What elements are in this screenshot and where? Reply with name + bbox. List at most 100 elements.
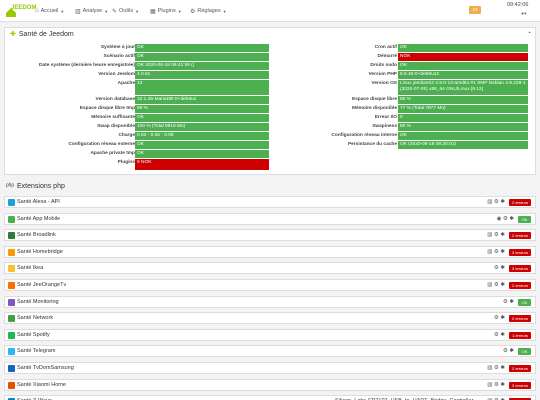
plugin-icon xyxy=(8,331,15,339)
nav-plugins[interactable]: ▦ Plugins ▼ xyxy=(150,6,182,16)
extension-tools-icons[interactable]: ◉ ⚙ ✱ xyxy=(496,215,514,222)
nav-analyse-label: Analyse xyxy=(82,8,103,14)
extension-name: Santé Network xyxy=(17,315,54,322)
health-value: 4.0.61 xyxy=(135,71,269,79)
extension-tools-icons[interactable]: ⚙ ✱ xyxy=(502,348,514,355)
health-label: Version database xyxy=(95,97,135,102)
chevron-down-icon: ▼ xyxy=(222,8,227,14)
plugin-icon xyxy=(8,298,15,306)
plugin-icon xyxy=(8,232,15,240)
extension-status-badge[interactable]: 1 erreurs xyxy=(509,331,531,339)
health-value: OK 2020-08-18 09:41:59 () xyxy=(135,62,269,70)
plugin-icon xyxy=(8,215,15,223)
extension-row: Santé TvDomSamsung ▥ ⚙ ✱ 2 erreurs xyxy=(4,362,536,374)
extension-status-badge[interactable]: 2 erreurs xyxy=(509,365,531,372)
chevron-down-icon: ▼ xyxy=(135,8,140,14)
extension-row: Santé Spotify ⚙ ✱ 1 erreurs xyxy=(4,328,536,341)
health-label: Version Jeedom xyxy=(98,72,135,77)
health-label: Erreur I/O xyxy=(374,115,397,120)
extension-tools-icons[interactable]: ▥ ⚙ ✱ xyxy=(487,398,505,400)
health-label: Configuration réseau externe xyxy=(68,142,135,147)
plugin-icon xyxy=(8,248,15,256)
health-value: OK xyxy=(398,62,528,70)
extension-tools-icons[interactable]: ▥ ⚙ ✱ xyxy=(487,232,505,239)
health-value: OK xyxy=(135,53,269,61)
health-label: Mémoire suffisante xyxy=(91,115,135,120)
nav-outils[interactable]: ✎ Outils ▼ xyxy=(112,6,139,16)
extension-status-badge[interactable]: 3 erreurs xyxy=(509,381,531,389)
clock: 09:42:06 xyxy=(507,2,529,8)
health-label: Persistance du cache xyxy=(347,142,397,147)
extension-tools-icons[interactable]: ▥ ⚙ ✱ xyxy=(487,381,505,388)
message-count-badge[interactable]: 13 xyxy=(469,6,481,14)
health-value: OK xyxy=(398,132,528,140)
health-label: Scénario actif xyxy=(103,54,135,59)
home-icon: ⌂ xyxy=(35,8,39,14)
extension-name: Santé Homebridge xyxy=(17,248,63,255)
health-label: Démarré xyxy=(377,54,397,59)
extension-tools-icons[interactable]: ⚙ ✱ xyxy=(493,331,505,338)
extension-tools-icons[interactable]: ⚙ ✱ xyxy=(493,265,505,272)
extension-tools-icons[interactable]: ▥ ⚙ ✱ xyxy=(487,282,505,288)
health-value: 90 % xyxy=(398,96,528,104)
health-value: 60 % xyxy=(398,123,528,131)
extension-row: Santé Telegram ⚙ ✱ OK xyxy=(4,345,536,358)
health-value: 77 % (Total 7877 Mo) xyxy=(398,105,528,113)
jeedom-logo[interactable] xyxy=(5,4,31,18)
extension-name: Santé Alexa - API xyxy=(17,199,60,205)
extension-status-badge[interactable]: OK xyxy=(518,215,531,223)
plugin-icon xyxy=(8,265,15,273)
extension-row: Santé Monitoring ⚙ ✱ OK xyxy=(4,295,536,308)
nav-reglages[interactable]: ⚙ Réglages ▼ xyxy=(190,6,227,16)
plugin-icon xyxy=(8,315,15,323)
extension-name: Santé App Mobile xyxy=(17,215,61,222)
extension-tools-icons[interactable]: ▥ ⚙ ✱ xyxy=(487,365,505,371)
health-value: 0 xyxy=(398,114,528,122)
extension-status-badge[interactable]: 2 erreurs xyxy=(509,232,531,240)
extension-row: Santé Ikea ⚙ ✱ 3 erreurs xyxy=(4,262,536,275)
extension-name: Santé Monitoring xyxy=(17,298,59,305)
nav-plugins-label: Plugins xyxy=(157,8,176,14)
extension-name: Santé Z-Wave xyxy=(17,398,52,400)
health-value: OK xyxy=(398,44,528,52)
extension-row: Santé Alexa - API ▥ ⚙ ✱ 2 erreurs xyxy=(4,196,536,208)
health-label: Version OS xyxy=(371,81,397,86)
plugins-icon: ▦ xyxy=(150,8,156,15)
health-value: Linux jeedom02 4.9.0-13-amd64 #1 SMP Deb… xyxy=(398,80,528,95)
extension-tools-icons[interactable]: ▥ ⚙ ✱ xyxy=(487,199,505,205)
health-value: OK xyxy=(135,150,269,158)
extension-status-badge[interactable]: 2 erreurs xyxy=(509,199,531,206)
chevron-down-icon: ▼ xyxy=(104,8,109,14)
refresh-icon[interactable]: ◔ xyxy=(526,30,531,37)
panel-title: ✚ Santé de Jeedom xyxy=(10,30,74,39)
health-value: 13 xyxy=(135,80,269,95)
user-menu-icon[interactable]: ●▾ xyxy=(521,11,527,17)
extension-tools-icons[interactable]: ⚙ ✱ xyxy=(502,298,514,305)
health-value: NOK xyxy=(398,53,528,61)
health-label: Mémoire disponible xyxy=(351,106,397,111)
health-label: Apache private tmp xyxy=(90,151,135,156)
extension-status-badge[interactable]: 2 erreurs xyxy=(509,282,531,289)
settings-icon: ⚙ xyxy=(190,8,196,15)
extension-name: Santé Spotify xyxy=(17,331,50,338)
health-right-table: Cron actif OK Démarré NOK Droits sudo OK Versi… xyxy=(5,28,537,176)
extension-status-badge[interactable]: OK xyxy=(518,348,531,356)
health-label: Version PHP xyxy=(368,72,397,77)
nav-accueil[interactable]: ⌂ Accueil ▼ xyxy=(35,6,64,16)
extension-status-badge[interactable]: OK xyxy=(518,298,531,306)
zwave-controller-text: Silicon_Labs CP2102_USB_to_UART_Bridge_C… xyxy=(335,398,473,400)
nav-analyse[interactable]: ▥ Analyse ▼ xyxy=(75,6,108,16)
extension-status-badge[interactable]: 3 erreurs xyxy=(509,265,531,273)
health-label: Système à jour xyxy=(100,45,135,50)
health-label: Swap disponible xyxy=(97,124,135,129)
extension-tools-icons[interactable]: ▥ ⚙ ✱ xyxy=(487,248,505,255)
extension-status-badge[interactable]: 2 erreurs xyxy=(509,315,531,323)
extensions-header: ᵖʰᵖ Extensions php xyxy=(6,183,65,190)
health-label: Espace disque libre tmp xyxy=(79,106,135,111)
health-value: OK xyxy=(135,114,269,122)
extension-tools-icons[interactable]: ⚙ ✱ xyxy=(493,315,505,322)
extension-status-badge[interactable]: 3 erreurs xyxy=(509,248,531,256)
php-icon: ᵖʰᵖ xyxy=(6,183,14,190)
extension-row: Santé Broadlink ▥ ⚙ ✱ 2 erreurs xyxy=(4,229,536,242)
extension-row: Santé Z-Wave Silicon_Labs CP2102_USB_to_U… xyxy=(4,395,536,400)
